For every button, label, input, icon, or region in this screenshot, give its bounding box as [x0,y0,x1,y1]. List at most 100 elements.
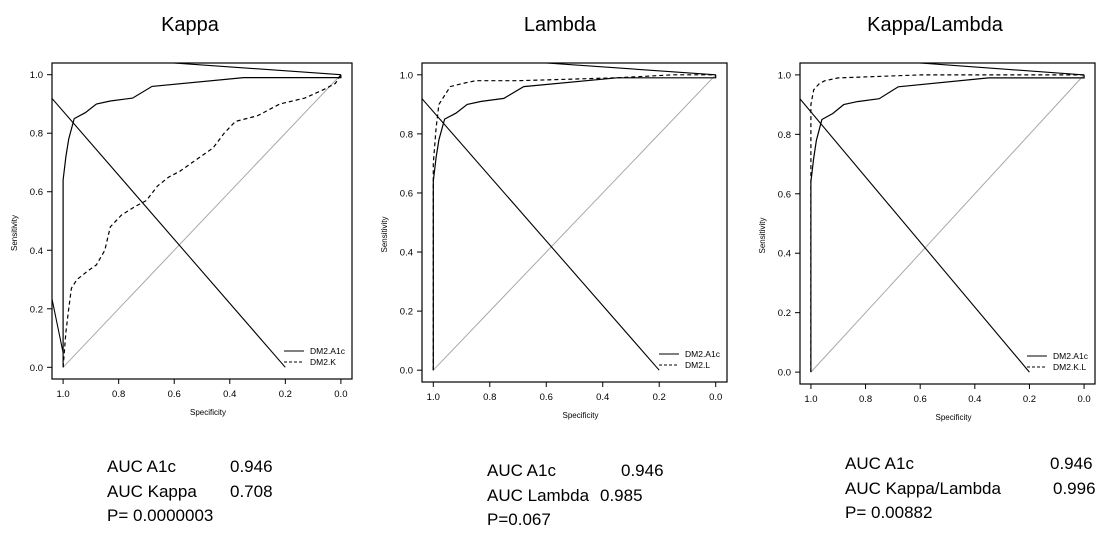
series-line-dm2-a1c [432,74,717,371]
stat-row: AUC A1c 0.946 [845,452,1100,477]
y-tick-label: 0.4 [400,248,413,259]
panel-kappa-lambda: Kappa/Lambda 1.0 0.8 0.6 0.4 0.2 0.0 0.0 0.2 0.4… [745,0,1102,522]
x-tick-label: 0.8 [483,392,496,403]
legend-label: DM2.A1c [310,346,346,356]
stat-label: AUC A1c [487,461,556,480]
x-tick-label: 0.8 [112,389,125,400]
x-tick-label: 0.2 [1023,394,1036,405]
panel-kappa: Kappa 1.0 0.8 0.6 0.4 0.2 0.0 0.0 0.2 0.4 0.6 0.8 1… [0,0,360,525]
reference-diagonal [62,74,342,368]
y-tick-label: 0.0 [778,368,791,379]
stat-label: AUC A1c [107,457,176,476]
series-line-dm2-l [432,74,716,371]
legend-label: DM2.K [310,357,336,367]
y-tick-label: 0.4 [30,246,43,257]
roc-chart-kappa: 1.0 0.8 0.6 0.4 0.2 0.0 0.0 0.2 0.4 0.6 0.8 1.0 Spec… [10,62,353,417]
y-tick-label: 0.6 [30,187,43,198]
plot-frame [799,62,1096,385]
x-tick-label: 0.6 [168,389,181,400]
plot-area [422,63,717,371]
stat-label: P= 0.00882 [845,503,933,522]
stat-row: AUC Lambda 0.985 [487,484,697,509]
panel-lambda: Lambda 1.0 0.8 0.6 0.4 0.2 0.0 0.0 0.2 0.4 0.6 0.8… [370,0,735,529]
y-tick-label: 0.2 [400,307,413,318]
chart-title: Lambda [523,14,597,36]
x-tick-label: 0.0 [334,389,347,400]
chart-title: Kappa/Lambda [867,14,1003,36]
x-tick-label: 0.4 [596,392,609,403]
stat-row: AUC Kappa/Lambda 0.996 [845,477,1100,502]
stat-label: P= 0.0000003 [107,506,214,525]
y-tick-label: 0.8 [30,129,43,140]
y-tick-label: 1.0 [400,70,413,81]
auxiliary-line [52,97,286,368]
y-axis-label: Sensitivity [380,216,389,252]
plot-area [52,63,342,368]
series-line-dm2-k-l [810,74,1085,373]
x-tick-label: 0.2 [279,389,292,400]
y-tick-label: 1.0 [30,70,43,81]
stat-label: AUC A1c [845,454,914,473]
plot-frame [421,62,728,383]
stat-row: AUC A1c 0.946 [487,459,697,484]
x-tick-label: 1.0 [804,394,817,405]
plot-area [800,63,1085,373]
stat-row: P= 0.0000003 [107,504,307,529]
y-tick-label: 0.0 [400,366,413,377]
x-tick-label: 0.4 [968,394,981,405]
stat-value: 0.946 [621,461,664,480]
y-axis-label: Sensitivity [10,215,19,251]
x-tick-label: 0.6 [914,394,927,405]
stat-label: AUC Kappa [107,481,197,501]
x-axis-label: Specificity [562,411,598,420]
y-axis-label: Sensitivity [758,217,767,253]
x-tick-label: 0.4 [223,389,236,400]
stat-label: AUC Lambda [487,485,590,505]
x-axis-label: Specificity [935,413,971,422]
y-tick-label: 0.6 [778,189,791,200]
legend-label: DM2.A1c [1053,351,1089,361]
reference-diagonal [432,74,717,371]
y-tick-label: 1.0 [778,70,791,81]
stat-label: AUC Kappa/Lambda [845,478,1001,498]
x-tick-label: 0.6 [540,392,553,403]
legend-label: DM2.A1c [685,349,721,359]
y-tick-label: 0.4 [778,249,791,260]
stat-row: P= 0.00882 [845,501,1100,526]
x-tick-label: 0.0 [1077,394,1090,405]
y-tick-label: 0.0 [30,363,43,374]
x-tick-label: 0.2 [653,392,666,403]
auxiliary-line [800,98,1030,373]
x-axis-label: Specificity [190,408,226,417]
stat-value: 0.708 [230,481,273,501]
y-tick-label: 0.2 [30,304,43,315]
legend-label: DM2.L [685,360,710,370]
stat-row: P=0.067 [487,508,697,533]
auxiliary-line [52,296,64,353]
legend-label: DM2.K.L [1053,362,1086,372]
stat-row: AUC A1c 0.946 [107,455,307,480]
series-line-dm2-k [62,74,342,368]
stats-block: AUC A1c 0.946 AUC Lambda 0.985 P=0.067 [487,459,697,533]
auxiliary-line [422,97,660,371]
x-tick-label: 1.0 [427,392,440,403]
stat-value: 0.996 [1053,478,1096,498]
series-line-dm2-a1c [62,74,342,368]
auxiliary-line [538,63,716,76]
stats-block: AUC A1c 0.946 AUC Kappa/Lambda 0.996 P= … [845,452,1100,526]
y-tick-label: 0.2 [778,308,791,319]
y-tick-label: 0.8 [400,129,413,140]
stat-value: 0.985 [600,485,643,505]
auxiliary-line [912,63,1085,76]
series-line-dm2-a1c [810,74,1085,373]
auxiliary-line [166,63,341,76]
stat-row: AUC Kappa 0.708 [107,480,307,505]
chart-title: Kappa [161,14,219,36]
plot-frame [51,62,353,380]
x-tick-label: 0.8 [859,394,872,405]
roc-chart-kappa-lambda: 1.0 0.8 0.6 0.4 0.2 0.0 0.0 0.2 0.4 0.6 0.8 1.0 Spec… [758,62,1096,422]
reference-diagonal [810,74,1085,373]
stat-value: 0.946 [1050,454,1093,473]
y-tick-label: 0.8 [778,130,791,141]
